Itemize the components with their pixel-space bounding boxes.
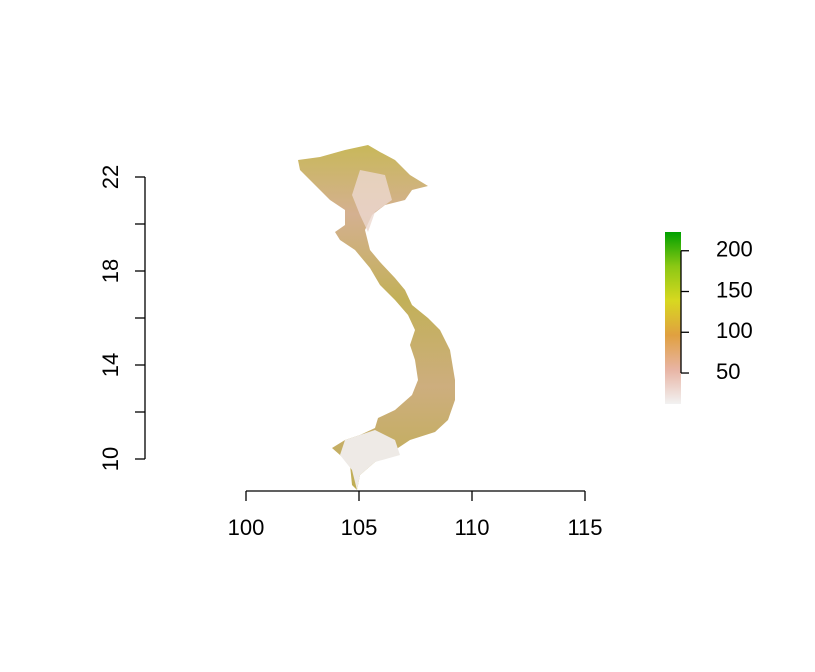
colorbar	[665, 232, 681, 404]
y-tick-label: 22	[98, 165, 123, 189]
x-tick-label: 105	[341, 515, 378, 540]
colorbar-tick-label: 50	[716, 359, 740, 384]
colorbar-tick-label: 100	[716, 318, 753, 343]
red-river-cells	[352, 170, 392, 232]
map-raster	[298, 145, 455, 490]
y-tick-label: 14	[98, 353, 123, 377]
y-tick-label: 18	[98, 259, 123, 283]
x-tick-label: 110	[454, 515, 489, 540]
land-cells	[298, 145, 455, 490]
y-tick-label: 10	[98, 447, 123, 471]
x-tick-label: 100	[228, 515, 265, 540]
delta-cells	[340, 430, 400, 490]
colorbar-tick-label: 150	[716, 277, 753, 302]
x-tick-label: 115	[567, 515, 602, 540]
colorbar-tick-label: 200	[716, 237, 753, 262]
